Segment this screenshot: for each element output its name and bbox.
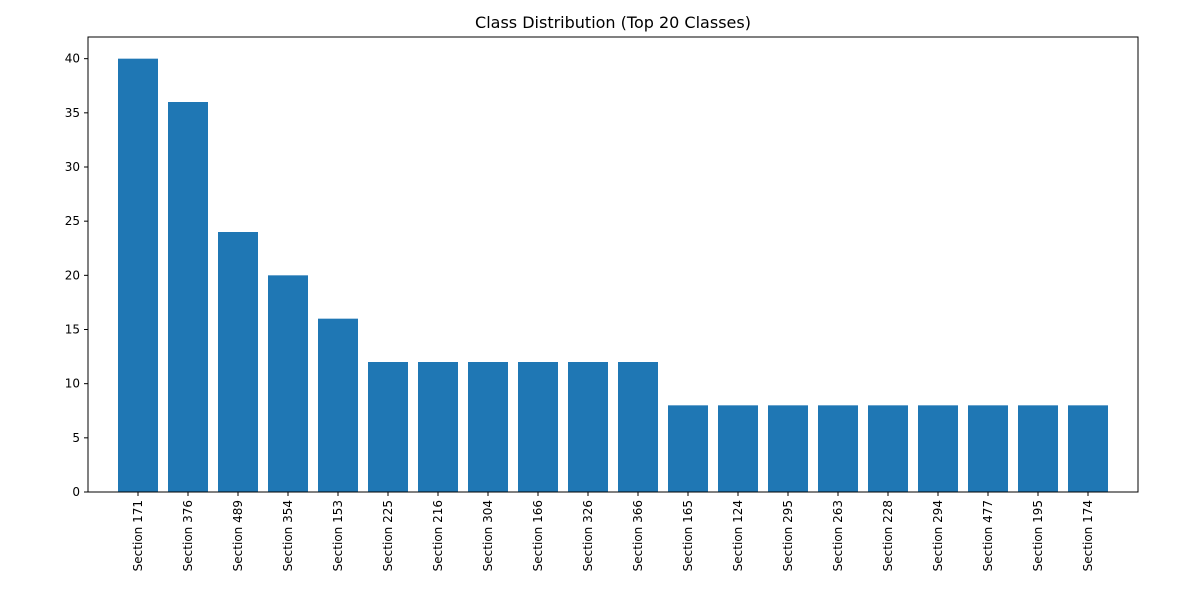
x-tick-label: Section 174	[1081, 500, 1095, 571]
x-tick-label: Section 228	[881, 500, 895, 571]
y-tick-label: 35	[65, 106, 80, 120]
bar-section-263	[818, 405, 858, 492]
bar-section-216	[418, 362, 458, 492]
y-tick-label: 40	[65, 52, 80, 66]
bar-section-228	[868, 405, 908, 492]
y-tick-label: 20	[65, 268, 80, 282]
x-tick-label: Section 216	[431, 500, 445, 571]
x-tick-label: Section 263	[831, 500, 845, 571]
x-tick-label: Section 166	[531, 500, 545, 571]
bar-section-225	[368, 362, 408, 492]
bar-section-326	[568, 362, 608, 492]
bar-section-366	[618, 362, 658, 492]
x-axis: Section 171 Section 376 Section 489 Section…	[131, 492, 1095, 571]
bar-section-165	[668, 405, 708, 492]
bar-section-294	[918, 405, 958, 492]
bar-section-174	[1068, 405, 1108, 492]
x-tick-label: Section 195	[1031, 500, 1045, 571]
x-tick-label: Section 225	[381, 500, 395, 571]
plot-frame	[87, 36, 1139, 493]
bars-group	[118, 58, 1108, 493]
y-tick-label: 15	[65, 323, 80, 337]
x-tick-label: Section 124	[731, 500, 745, 571]
x-tick-label: Section 376	[181, 500, 195, 571]
bar-section-304	[468, 362, 508, 492]
x-tick-label: Section 294	[931, 500, 945, 571]
x-tick-label: Section 171	[131, 500, 145, 571]
x-tick-label: Section 354	[281, 500, 295, 571]
bar-section-195	[1018, 405, 1058, 492]
x-tick-label: Section 153	[331, 500, 345, 571]
x-tick-label: Section 165	[681, 500, 695, 571]
y-tick-label: 10	[65, 377, 80, 391]
x-tick-label: Section 304	[481, 500, 495, 571]
y-tick-label: 30	[65, 160, 80, 174]
y-axis: 0 5 10 15 20 25 30 35 40	[65, 52, 88, 499]
x-tick-label: Section 326	[581, 500, 595, 571]
bar-section-354	[268, 275, 308, 492]
y-tick-label: 25	[65, 214, 80, 228]
chart-title: Class Distribution (Top 20 Classes)	[475, 13, 751, 32]
bar-section-171	[118, 58, 158, 493]
bar-section-376	[168, 102, 208, 492]
bar-section-477	[968, 405, 1008, 492]
bar-section-124	[718, 405, 758, 492]
y-tick-label: 5	[72, 431, 80, 445]
x-tick-label: Section 366	[631, 500, 645, 571]
y-tick-label: 0	[72, 485, 80, 499]
bar-section-295	[768, 405, 808, 492]
bar-section-489	[218, 232, 258, 492]
bar-section-166	[518, 362, 558, 492]
x-tick-label: Section 489	[231, 500, 245, 571]
x-tick-label: Section 477	[981, 500, 995, 571]
x-tick-label: Section 295	[781, 500, 795, 571]
bar-section-153	[318, 318, 358, 492]
